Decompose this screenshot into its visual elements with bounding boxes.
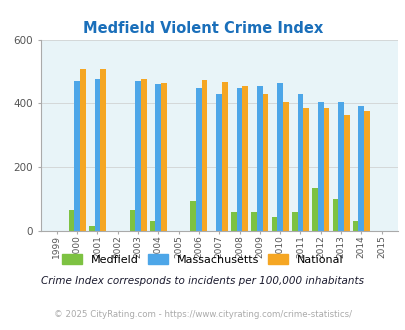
Bar <box>135 81 141 231</box>
Bar <box>129 210 135 231</box>
Bar <box>256 86 262 231</box>
Bar <box>343 115 349 231</box>
Bar <box>155 84 161 231</box>
Bar <box>100 69 106 231</box>
Bar <box>94 80 100 231</box>
Bar <box>196 88 201 231</box>
Bar <box>317 102 323 231</box>
Bar <box>282 102 288 231</box>
Bar <box>303 108 308 231</box>
Bar <box>141 80 146 231</box>
Bar <box>363 112 369 231</box>
Bar <box>297 94 303 231</box>
Bar <box>80 69 85 231</box>
Bar <box>230 212 236 231</box>
Bar <box>68 210 74 231</box>
Bar <box>190 201 196 231</box>
Bar <box>277 82 282 231</box>
Bar <box>251 212 256 231</box>
Bar <box>262 94 268 231</box>
Text: Crime Index corresponds to incidents per 100,000 inhabitants: Crime Index corresponds to incidents per… <box>41 276 364 286</box>
Bar <box>352 221 358 231</box>
Text: © 2025 CityRating.com - https://www.cityrating.com/crime-statistics/: © 2025 CityRating.com - https://www.city… <box>54 310 351 319</box>
Bar <box>242 86 247 231</box>
Bar <box>201 80 207 231</box>
Bar <box>74 81 80 231</box>
Bar <box>161 83 166 231</box>
Bar <box>222 82 227 231</box>
Bar <box>89 226 94 231</box>
Bar <box>323 108 328 231</box>
Bar <box>149 221 155 231</box>
Bar <box>337 102 343 231</box>
Legend: Medfield, Massachusetts, National: Medfield, Massachusetts, National <box>58 250 347 269</box>
Bar <box>332 199 337 231</box>
Bar <box>291 212 297 231</box>
Bar <box>271 216 277 231</box>
Text: Medfield Violent Crime Index: Medfield Violent Crime Index <box>83 21 322 36</box>
Bar <box>358 106 363 231</box>
Bar <box>311 188 317 231</box>
Bar <box>216 94 222 231</box>
Bar <box>236 88 242 231</box>
